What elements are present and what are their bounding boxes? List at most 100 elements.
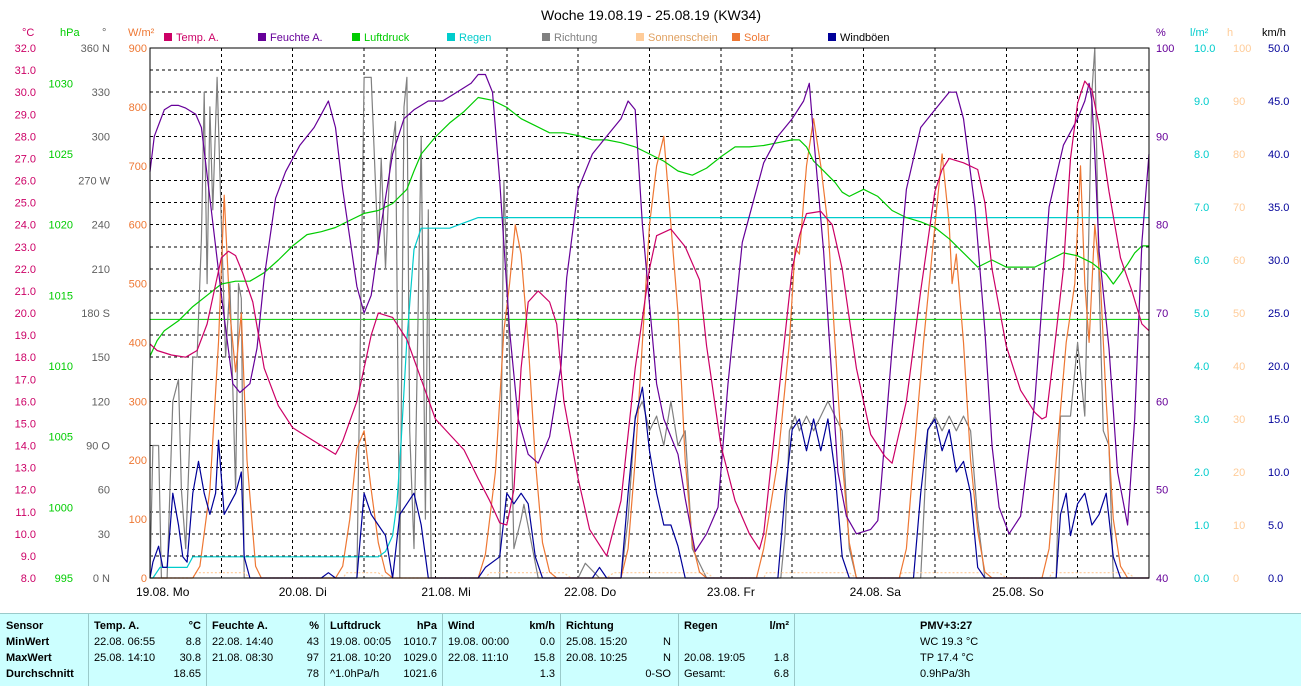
row-label-sensor: Sensor	[6, 620, 44, 632]
wind-average: 1.3	[539, 668, 555, 680]
solar-tick-label: 500	[129, 279, 147, 291]
temp-tick-label: 15.0	[15, 418, 36, 430]
solar-tick-label: 700	[129, 161, 147, 173]
rain-tick-label: 7.0	[1194, 202, 1209, 214]
pressure-tick-label: 1030	[49, 78, 73, 90]
pressure-header: Luftdruck	[330, 620, 381, 632]
stats-extra: PMV+3:27 WC 19.3 °C TP 17.4 °C 0.9hPa/3h	[794, 614, 1301, 686]
temp-tick-label: 27.0	[15, 153, 36, 165]
series-line-rain	[150, 217, 1149, 579]
gust-axis-unit: km/h	[1262, 27, 1286, 39]
temp-tick-label: 11.0	[15, 507, 36, 519]
legend-label: Temp. A.	[176, 32, 219, 44]
humidity-tick-label: 60	[1156, 396, 1168, 408]
solar-tick-label: 200	[129, 455, 147, 467]
sunshine-tick-label: 10	[1233, 520, 1245, 532]
stats-direction: Richtung 25.08. 15:20 N 20.08. 10:25 N 0-S…	[560, 614, 679, 686]
gust-tick-label: 50.0	[1268, 43, 1289, 55]
pressure-tick-label: 1025	[49, 149, 73, 161]
rain-max-value: 1.8	[773, 652, 789, 664]
direction-tick-label: 330	[92, 87, 110, 99]
rain-unit: l/m²	[769, 620, 789, 632]
legend-label: Richtung	[554, 32, 597, 44]
humidity-min-time: 22.08. 14:40	[212, 636, 274, 648]
temp-min-time: 22.08. 06:55	[94, 636, 156, 648]
pressure-trend: ^1.0hPa/h	[330, 668, 380, 680]
temp-tick-label: 22.0	[15, 264, 36, 276]
solar-tick-label: 400	[129, 337, 147, 349]
direction-max-time: 20.08. 10:25	[566, 652, 628, 664]
gust-tick-label: 40.0	[1268, 149, 1289, 161]
temp-min-value: 8.8	[185, 636, 201, 648]
direction-tick-label: 270 W	[78, 176, 110, 188]
humidity-tick-label: 40	[1156, 573, 1168, 585]
solar-tick-label: 600	[129, 220, 147, 232]
direction-tick-label: 360 N	[81, 43, 110, 55]
rain-tick-label: 5.0	[1194, 308, 1209, 320]
direction-tick-label: 0 N	[93, 573, 110, 585]
humidity-tick-label: 70	[1156, 308, 1168, 320]
temp-tick-label: 20.0	[15, 308, 36, 320]
humidity-average: 78	[306, 668, 319, 680]
legend-swatch	[447, 33, 455, 41]
direction-header: Richtung	[566, 620, 614, 632]
rain-tick-label: 1.0	[1194, 520, 1209, 532]
series-line-temp	[149, 80, 1150, 557]
temp-max-time: 25.08. 14:10	[94, 652, 156, 664]
direction-average: 0-SO	[645, 668, 671, 680]
legend-label: Sonnenschein	[648, 32, 718, 44]
solar-tick-label: 0	[141, 573, 147, 585]
legend-swatch	[164, 33, 172, 41]
pressure-average: 1021.6	[403, 668, 437, 680]
solar-tick-label: 900	[129, 43, 147, 55]
humidity-header: Feuchte A.	[212, 620, 268, 632]
temp-tick-label: 13.0	[15, 463, 36, 475]
wind-header: Wind	[448, 620, 475, 632]
humidity-tick-label: 100	[1156, 43, 1174, 55]
x-label-day: 23.08. Fr	[707, 585, 755, 599]
direction-axis-unit: °	[102, 27, 106, 39]
row-label-min: MinWert	[6, 636, 50, 648]
sunshine-tick-label: 100	[1233, 43, 1251, 55]
solar-tick-label: 800	[129, 102, 147, 114]
direction-tick-label: 30	[98, 529, 110, 541]
direction-tick-label: 240	[92, 220, 110, 232]
temp-tick-label: 30.0	[15, 87, 36, 99]
gust-tick-label: 25.0	[1268, 308, 1289, 320]
direction-tick-label: 90 O	[86, 441, 110, 453]
temp-average: 18.65	[173, 668, 201, 680]
temp-tick-label: 29.0	[15, 109, 36, 121]
pressure-axis-unit: hPa	[60, 27, 80, 39]
temp-header: Temp. A.	[94, 620, 140, 632]
humidity-unit: %	[309, 620, 319, 632]
direction-max-value: N	[663, 652, 671, 664]
wind-chill-value: WC 19.3 °C	[920, 636, 979, 648]
sunshine-tick-label: 90	[1233, 96, 1245, 108]
rain-total-label: Gesamt:	[684, 668, 726, 680]
direction-tick-label: 300	[92, 131, 110, 143]
temp-max-value: 30.8	[179, 652, 201, 664]
legend-label: Luftdruck	[364, 32, 410, 44]
rain-total: 6.8	[773, 668, 789, 680]
legend-label: Feuchte A.	[270, 32, 323, 44]
pressure-tick-label: 1010	[49, 361, 73, 373]
temp-tick-label: 31.0	[15, 65, 36, 77]
pressure-tick-label: 1020	[49, 220, 73, 232]
stats-temp: Temp. A. °C 22.08. 06:55 8.8 25.08. 14:10 3…	[88, 614, 207, 686]
legend-swatch	[542, 33, 550, 41]
rain-tick-label: 3.0	[1194, 414, 1209, 426]
temp-tick-label: 10.0	[15, 529, 36, 541]
temp-tick-label: 17.0	[15, 374, 36, 386]
legend-swatch	[828, 33, 836, 41]
solar-tick-label: 300	[129, 396, 147, 408]
pressure-max-time: 21.08. 10:20	[330, 652, 392, 664]
pressure-tick-label: 1000	[49, 502, 73, 514]
direction-tick-label: 120	[92, 396, 110, 408]
legend-label: Solar	[744, 32, 770, 44]
solar-axis-unit: W/m²	[128, 27, 155, 39]
wind-max-time: 22.08. 11:10	[448, 652, 509, 664]
sunshine-tick-label: 0	[1233, 573, 1239, 585]
weather-chart: Woche 19.08.19 - 25.08.19 (KW34) Temp. A…	[15, 7, 1290, 599]
pressure-tick-label: 1015	[49, 290, 73, 302]
wind-unit: km/h	[529, 620, 555, 632]
